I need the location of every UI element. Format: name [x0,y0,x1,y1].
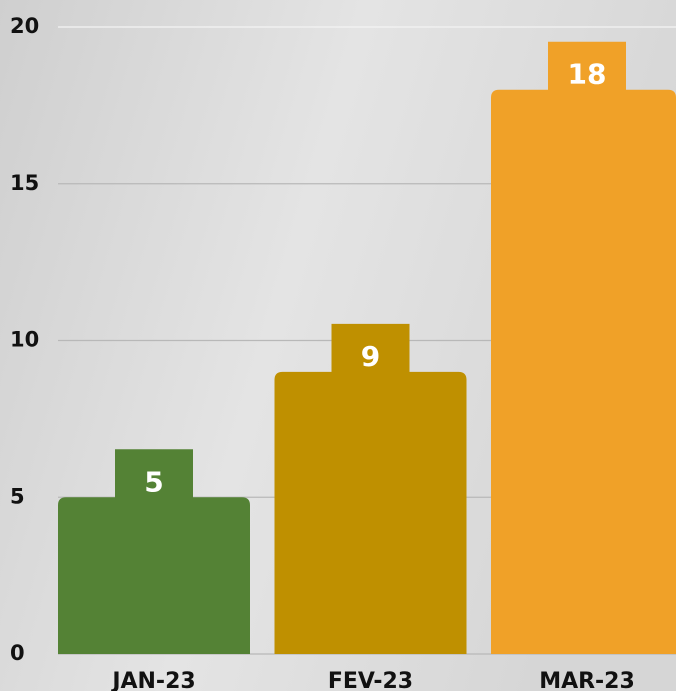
value-label: 9 [361,340,380,373]
y-tick-label: 20 [10,14,39,38]
bar [58,449,250,654]
y-tick-label: 15 [10,171,39,195]
x-tick-label: FEV-23 [328,669,413,691]
x-tick-label: JAN-23 [110,669,195,691]
value-label: 5 [144,465,163,498]
x-tick-label: MAR-23 [539,669,635,691]
bar [491,41,676,654]
y-tick-label: 10 [10,328,39,352]
value-label: 18 [568,58,607,91]
bar [274,323,467,654]
y-tick-label: 5 [10,484,25,508]
y-tick-label: 0 [10,641,25,665]
